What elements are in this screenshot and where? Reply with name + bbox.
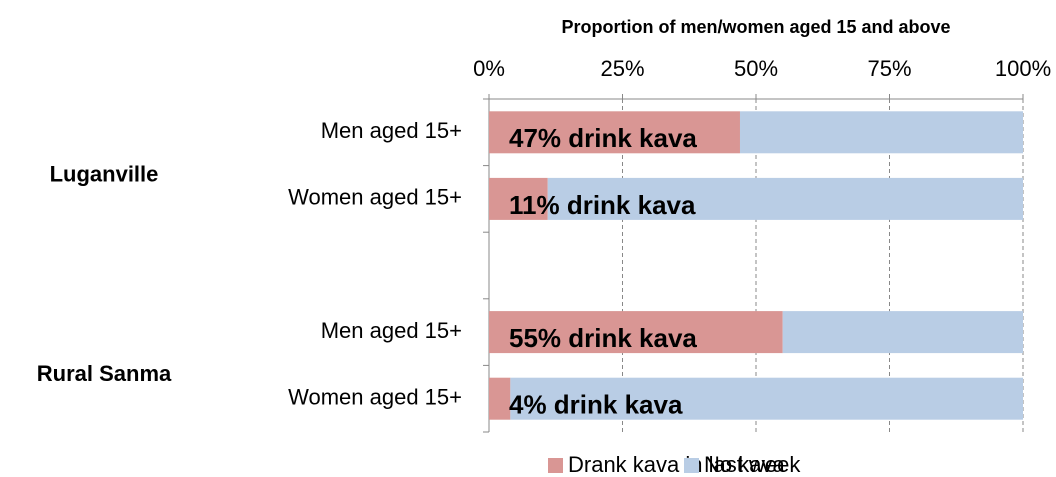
data-label: 47% drink kava xyxy=(509,123,697,153)
legend-swatch xyxy=(684,458,699,473)
y-tick-label: Women aged 15+ xyxy=(288,385,462,410)
y-tick-label: Men aged 15+ xyxy=(321,118,462,143)
bar-segment xyxy=(510,377,1023,420)
bar-segment xyxy=(489,177,548,220)
data-label: 4% drink kava xyxy=(509,390,683,420)
legend-label: No kava xyxy=(704,452,785,477)
legend-swatch xyxy=(548,458,563,473)
bar-segment xyxy=(489,377,511,420)
axis-title: Proportion of men/women aged 15 and abov… xyxy=(561,17,950,37)
y-tick-label: Men aged 15+ xyxy=(321,318,462,343)
x-tick-label: 75% xyxy=(867,56,911,81)
bar-segment xyxy=(739,111,1023,154)
data-label: 11% drink kava xyxy=(509,190,696,220)
bar-segment xyxy=(547,177,1023,220)
data-label: 55% drink kava xyxy=(509,323,697,353)
x-tick-label: 0% xyxy=(473,56,505,81)
bar-segment xyxy=(489,311,783,354)
bar-segment xyxy=(489,111,740,154)
bar-segment xyxy=(782,311,1023,354)
x-tick-label: 50% xyxy=(734,56,778,81)
group-label: Luganville xyxy=(50,161,159,186)
group-label: Rural Sanma xyxy=(37,361,172,386)
x-tick-label: 100% xyxy=(995,56,1051,81)
x-tick-label: 25% xyxy=(600,56,644,81)
y-tick-label: Women aged 15+ xyxy=(288,185,462,210)
